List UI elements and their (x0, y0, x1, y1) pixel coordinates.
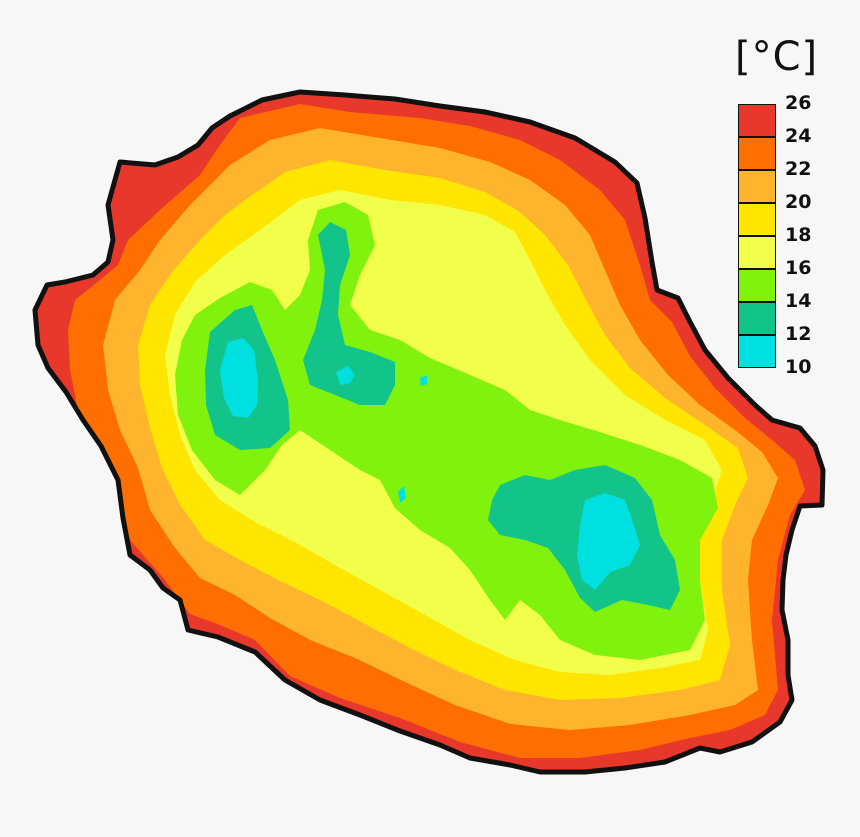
legend-tick-label: 26 (785, 92, 812, 114)
legend-swatch (738, 104, 776, 137)
legend-swatch (738, 137, 776, 170)
temperature-band-10-12 (420, 375, 427, 386)
legend-tick-label: 12 (785, 323, 812, 345)
legend-tick-label: 20 (785, 191, 812, 213)
temperature-band-10-12 (398, 486, 406, 503)
temperature-band-10-12 (220, 338, 258, 418)
legend-swatch (738, 203, 776, 236)
temperature-band-10-12 (577, 493, 640, 590)
legend-tick-label: 22 (785, 158, 812, 180)
legend-tick-label: 16 (785, 257, 812, 279)
legend-swatch (738, 335, 776, 368)
legend-unit-label: [°C] (735, 34, 819, 80)
legend-tick-label: 10 (785, 356, 812, 378)
temperature-band-12-14 (303, 222, 395, 405)
legend-swatch (738, 269, 776, 302)
legend-tick-label: 18 (785, 224, 812, 246)
legend-tick-label: 14 (785, 290, 812, 312)
legend-swatch (738, 302, 776, 335)
legend-swatch (738, 170, 776, 203)
legend-swatch (738, 236, 776, 269)
legend-tick-label: 24 (785, 125, 812, 147)
temperature-band-10-12 (336, 366, 355, 385)
